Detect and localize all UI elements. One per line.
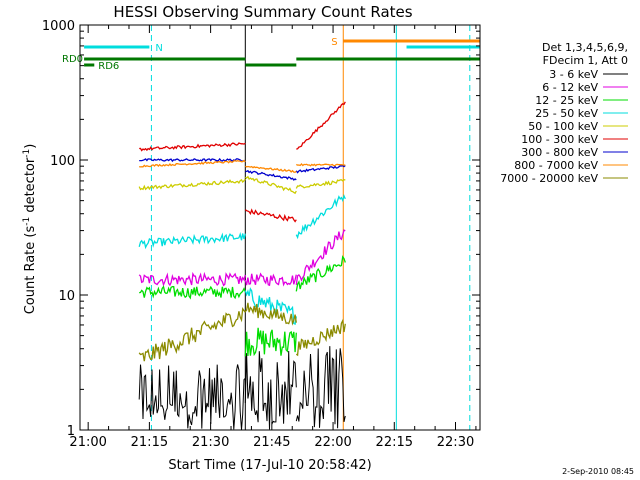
legend-entry-label-6: 300 - 800 keV bbox=[521, 146, 598, 159]
legend-entry-label-5: 100 - 300 keV bbox=[521, 133, 598, 146]
x-tick-label-1: 21:15 bbox=[131, 435, 168, 450]
y-axis-label-part1: Count Rate (s bbox=[23, 226, 38, 315]
series-trace-5-seg-2 bbox=[296, 101, 346, 150]
legend-entry-label-1: 6 - 12 keV bbox=[542, 81, 598, 94]
y-tick-label-0: 1 bbox=[67, 424, 75, 439]
series-trace-1-seg-1 bbox=[244, 272, 297, 287]
legend-entry-label-3: 25 - 50 keV bbox=[535, 107, 598, 120]
plot-content bbox=[84, 25, 480, 430]
legend-header-2: FDecim 1, Att 0 bbox=[543, 54, 628, 67]
x-tick-label-0: 21:00 bbox=[69, 435, 106, 450]
series-trace-4-seg-0 bbox=[138, 178, 246, 191]
plot-frame bbox=[79, 24, 481, 431]
series-trace-1-seg-2 bbox=[295, 229, 346, 285]
series-trace-2-seg-0 bbox=[139, 285, 246, 300]
plot-area: N S RD0 RD6 bbox=[62, 25, 480, 430]
series-trace-6-seg-1 bbox=[245, 169, 297, 181]
y-axis-label-sup2: -1 bbox=[22, 149, 32, 158]
y-tick-label-2: 100 bbox=[50, 154, 75, 169]
series-trace-8-seg-1 bbox=[244, 302, 297, 326]
x-tick-label-5: 22:15 bbox=[376, 435, 413, 450]
y-axis-label-part2: detector bbox=[23, 157, 38, 217]
series-trace-3-seg-2 bbox=[295, 193, 346, 240]
series-trace-2-seg-2 bbox=[295, 255, 346, 292]
series-trace-7-seg-0 bbox=[139, 159, 246, 168]
x-tick-label-3: 21:45 bbox=[253, 435, 290, 450]
flag-label-s: S bbox=[331, 37, 337, 48]
axis-ticks: 21:00 21:15 21:30 21:45 22:00 22:15 22:30 1 10 10… bbox=[42, 19, 480, 450]
legend-entry-label-7: 800 - 7000 keV bbox=[514, 159, 598, 172]
flag-label-rd6: RD6 bbox=[98, 61, 119, 72]
y-axis-label-part3: ) bbox=[23, 144, 38, 149]
series-trace-6-seg-2 bbox=[295, 165, 346, 174]
y-tick-label-3: 1000 bbox=[42, 19, 75, 34]
series-trace-4-seg-1 bbox=[244, 175, 297, 195]
y-axis-label-sup1: -1 bbox=[22, 217, 32, 226]
footer-timestamp: 2-Sep-2010 08:45 bbox=[562, 467, 634, 476]
series-trace-3-seg-0 bbox=[138, 232, 246, 250]
flag-label-rd0: RD0 bbox=[62, 54, 83, 65]
legend-entry-label-8: 7000 - 20000 keV bbox=[500, 172, 598, 185]
flag-label-n: N bbox=[155, 43, 162, 54]
series-trace-7-seg-1 bbox=[244, 165, 297, 173]
chart-title: HESSI Observing Summary Count Rates bbox=[113, 3, 412, 21]
y-tick-label-1: 10 bbox=[58, 289, 75, 304]
x-tick-label-4: 22:00 bbox=[314, 435, 351, 450]
series-trace-0-seg-0 bbox=[138, 364, 246, 430]
x-tick-label-6: 22:30 bbox=[437, 435, 474, 450]
legend-header-1: Det 1,3,4,5,6,9, bbox=[542, 41, 628, 54]
series-trace-5-seg-1 bbox=[244, 208, 297, 223]
legend: Det 1,3,4,5,6,9, FDecim 1, Att 0 3 - 6 k… bbox=[500, 41, 628, 185]
legend-entry-label-0: 3 - 6 keV bbox=[549, 68, 598, 81]
legend-entry-label-2: 12 - 25 keV bbox=[535, 94, 598, 107]
series-trace-4-seg-2 bbox=[295, 178, 346, 189]
x-tick-label-2: 21:30 bbox=[192, 435, 229, 450]
series-trace-5-seg-0 bbox=[139, 142, 246, 152]
x-axis-label: Start Time (17-Jul-10 20:58:42) bbox=[168, 458, 371, 473]
y-axis-label: Count Rate (s-1 detector-1) bbox=[22, 144, 38, 315]
series-trace-0-seg-2 bbox=[295, 346, 346, 429]
series-trace-0-seg-1 bbox=[244, 350, 297, 430]
legend-entry-label-4: 50 - 100 keV bbox=[528, 120, 598, 133]
series-trace-1-seg-0 bbox=[138, 271, 246, 287]
series-trace-8-seg-0 bbox=[138, 307, 246, 362]
series-trace-8-seg-2 bbox=[295, 318, 346, 357]
series-trace-6-seg-0 bbox=[139, 157, 246, 163]
series-trace-2-seg-1 bbox=[244, 327, 297, 357]
series-trace-7-seg-2 bbox=[296, 163, 346, 167]
